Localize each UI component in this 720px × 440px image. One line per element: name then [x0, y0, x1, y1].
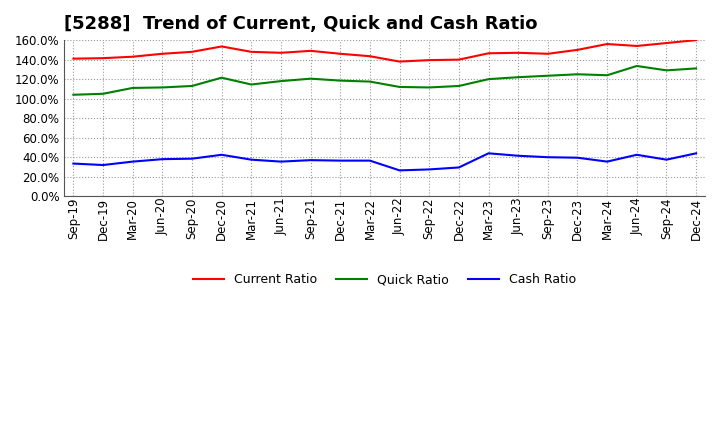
Cash Ratio [99, 162, 107, 168]
Quick Ratio [395, 84, 404, 90]
Current Ratio [366, 54, 374, 59]
Current Ratio [603, 41, 611, 47]
Cash Ratio [336, 158, 345, 163]
Current Ratio [514, 50, 523, 55]
Quick Ratio [366, 79, 374, 84]
Cash Ratio [276, 159, 285, 164]
Quick Ratio [454, 83, 463, 88]
Quick Ratio [544, 73, 552, 78]
Cash Ratio [69, 161, 78, 166]
Line: Quick Ratio: Quick Ratio [73, 66, 696, 95]
Cash Ratio [514, 153, 523, 158]
Cash Ratio [217, 152, 226, 158]
Current Ratio [128, 54, 137, 59]
Current Ratio [336, 51, 345, 56]
Current Ratio [158, 51, 166, 56]
Quick Ratio [485, 77, 493, 82]
Quick Ratio [247, 82, 256, 87]
Cash Ratio [692, 150, 701, 156]
Current Ratio [485, 51, 493, 56]
Current Ratio [99, 55, 107, 61]
Current Ratio [662, 40, 671, 46]
Cash Ratio [573, 155, 582, 160]
Quick Ratio [276, 78, 285, 84]
Current Ratio [632, 43, 641, 48]
Current Ratio [306, 48, 315, 54]
Current Ratio [692, 37, 701, 43]
Current Ratio [454, 57, 463, 62]
Cash Ratio [544, 154, 552, 160]
Current Ratio [69, 56, 78, 61]
Quick Ratio [69, 92, 78, 97]
Quick Ratio [514, 74, 523, 80]
Quick Ratio [99, 91, 107, 96]
Quick Ratio [128, 85, 137, 91]
Cash Ratio [454, 165, 463, 170]
Current Ratio [425, 58, 433, 63]
Cash Ratio [366, 158, 374, 163]
Quick Ratio [632, 63, 641, 69]
Cash Ratio [306, 158, 315, 163]
Quick Ratio [573, 72, 582, 77]
Current Ratio [217, 44, 226, 49]
Current Ratio [276, 50, 285, 55]
Cash Ratio [425, 167, 433, 172]
Cash Ratio [158, 157, 166, 162]
Quick Ratio [692, 66, 701, 71]
Quick Ratio [306, 76, 315, 81]
Current Ratio [188, 49, 197, 55]
Quick Ratio [158, 85, 166, 90]
Cash Ratio [632, 152, 641, 158]
Text: [5288]  Trend of Current, Quick and Cash Ratio: [5288] Trend of Current, Quick and Cash … [65, 15, 538, 33]
Cash Ratio [395, 168, 404, 173]
Quick Ratio [425, 85, 433, 90]
Legend: Current Ratio, Quick Ratio, Cash Ratio: Current Ratio, Quick Ratio, Cash Ratio [188, 268, 581, 291]
Quick Ratio [603, 73, 611, 78]
Cash Ratio [603, 159, 611, 164]
Line: Cash Ratio: Cash Ratio [73, 153, 696, 170]
Quick Ratio [217, 75, 226, 81]
Current Ratio [395, 59, 404, 64]
Cash Ratio [128, 159, 137, 164]
Current Ratio [247, 49, 256, 55]
Quick Ratio [188, 83, 197, 88]
Cash Ratio [485, 150, 493, 156]
Quick Ratio [662, 68, 671, 73]
Quick Ratio [336, 78, 345, 83]
Line: Current Ratio: Current Ratio [73, 40, 696, 62]
Cash Ratio [247, 157, 256, 162]
Current Ratio [544, 51, 552, 56]
Current Ratio [573, 47, 582, 52]
Cash Ratio [662, 157, 671, 162]
Cash Ratio [188, 156, 197, 161]
